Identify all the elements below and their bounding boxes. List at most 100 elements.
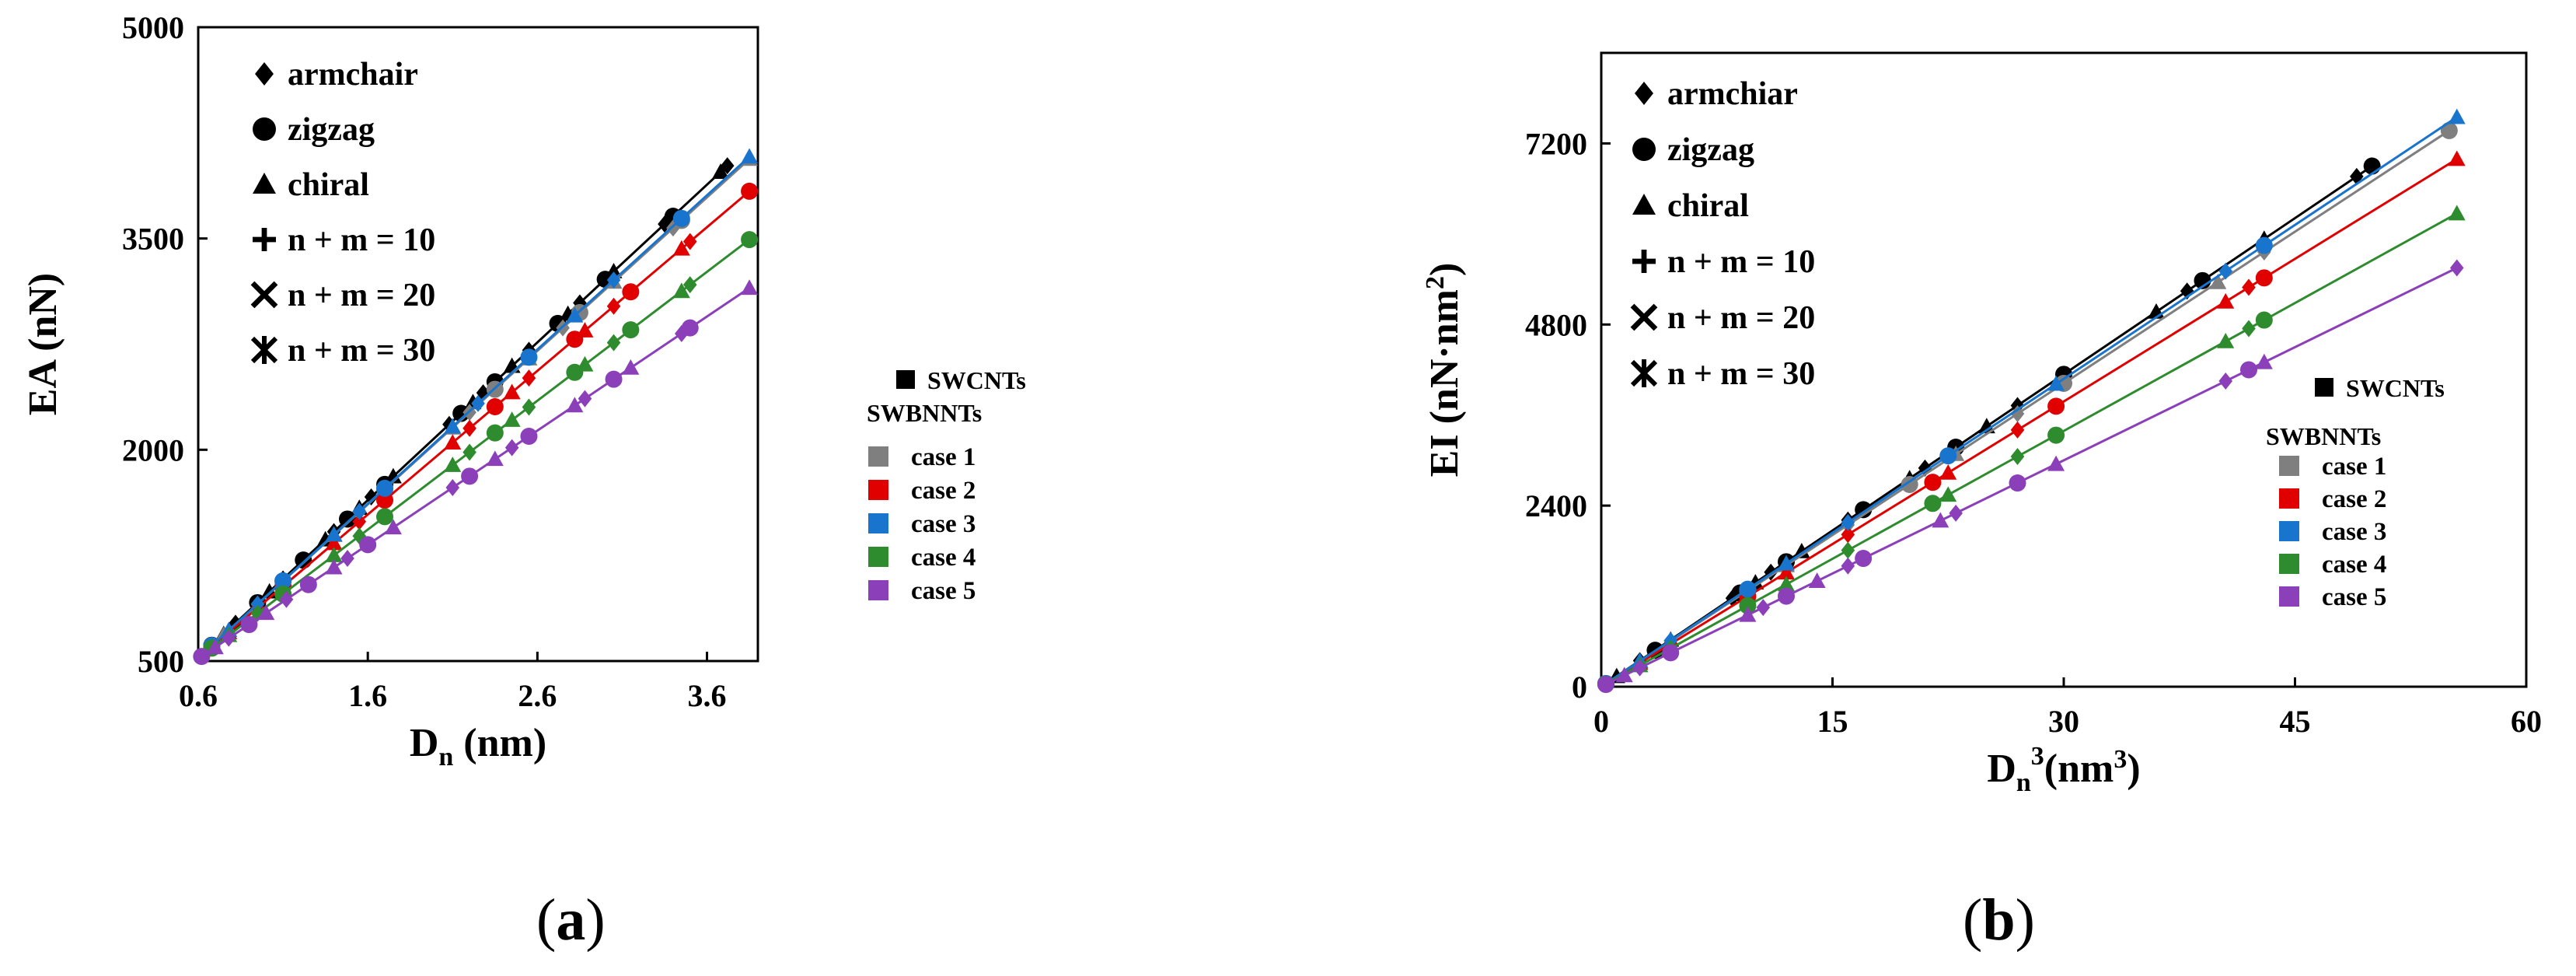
chart-b-point-case-5 <box>1841 557 1855 575</box>
chart-b-legend-label: n + m = 10 <box>1667 244 1815 280</box>
chart-b-legend-case-4-label: case 4 <box>2322 551 2386 579</box>
chart-a-point-case-3 <box>250 595 265 613</box>
chart-b-legend-case-5-label: case 5 <box>2322 583 2386 611</box>
chart-a-point-case-5 <box>741 279 759 296</box>
chart-b-point-case-3 <box>2218 262 2233 280</box>
chart-b-legend-circle-icon <box>1632 138 1656 161</box>
chart-b-xtick-label: 60 <box>2511 704 2542 739</box>
chart-a-legend-label: zigzag <box>288 112 375 148</box>
chart-a-y-axis-label: EA (nN) <box>21 273 65 415</box>
chart-a-fit-line-case-4 <box>201 238 750 657</box>
chart-b-legend-case-1-swatch <box>2279 456 2299 476</box>
chart-b-point-case-2 <box>2010 421 2025 439</box>
chart-a-point-case-2 <box>444 434 462 450</box>
chart-b-legend-label: chiral <box>1667 188 1749 224</box>
chart-a-point-case-3 <box>376 479 393 497</box>
chart-b-legend-diamond-icon <box>1635 82 1653 105</box>
chart-b-legend-case-4-swatch <box>2279 554 2299 574</box>
chart-a-point-case-2 <box>376 491 393 509</box>
chart-a-xtick-label: 3.6 <box>688 678 727 713</box>
chart-b-point-case-2 <box>1939 464 1957 480</box>
chart-b-point-case-2 <box>2217 292 2235 309</box>
chart-a-point-case-2 <box>672 240 690 256</box>
chart-a-point-case-5 <box>206 638 224 655</box>
chart-b-point-case-5 <box>1932 512 1949 528</box>
chart-b-legend-case-3-swatch <box>2279 521 2299 541</box>
chart-a-point-case-2 <box>325 534 343 551</box>
chart-b-point-case-4 <box>2217 332 2235 348</box>
chart-a-point-case-3 <box>444 418 462 434</box>
chart-b-point-case-5 <box>1808 572 1826 588</box>
chart-a-legend-star-icon <box>250 336 278 364</box>
chart-a-legend-label: n + m = 30 <box>288 333 435 369</box>
chart-b-legend-label: zigzag <box>1667 132 1754 168</box>
chart-b-point-case-2 <box>1778 564 1795 580</box>
chart-a-point-case-5 <box>504 439 519 457</box>
chart-b-legend-case-5-swatch <box>2279 586 2299 607</box>
chart-b-point-swcnts <box>1792 542 1810 558</box>
chart-a-point-case-3 <box>741 148 759 164</box>
chart-a-point-case-3 <box>672 209 690 227</box>
chart-b-point-case-5 <box>1778 587 1795 605</box>
chart-a-point-case-4 <box>606 334 621 352</box>
chart-a-point-case-3 <box>274 572 292 589</box>
chart-b-point-swcnts <box>2363 157 2381 175</box>
chart-a-point-case-4 <box>741 231 759 249</box>
chart-a-point-case-4 <box>576 355 594 372</box>
chart-b-point-case-3 <box>1739 580 1757 598</box>
chart-a-legend-plus-icon <box>253 228 276 251</box>
chart-a-point-case-2 <box>462 419 476 437</box>
chart-b-point-case-4 <box>1841 541 1855 559</box>
chart-a-legend-case-4-label: case 4 <box>911 544 976 572</box>
chart-b-point-swcnts <box>1764 563 1778 581</box>
chart-a-legend-label: chiral <box>288 167 369 203</box>
chart-b-point-case-3 <box>2448 108 2466 124</box>
chart-b-point-case-4 <box>2255 311 2273 329</box>
chart-a-point-case-5 <box>325 558 343 575</box>
chart-b-point-case-4 <box>1778 575 1795 592</box>
chart-a-point-case-3 <box>471 394 485 412</box>
chart-a-point-case-2 <box>682 233 697 250</box>
chart-b-point-case-1 <box>1901 475 1918 493</box>
chart-a-legend-swbnnts-label: SWBNNTs <box>867 399 982 427</box>
chart-a-point-case-2 <box>741 182 759 200</box>
chart-a-legend-label: n + m = 10 <box>288 222 435 258</box>
chart-a-point-case-3 <box>520 348 538 366</box>
chart-b-point-case-5 <box>1615 666 1633 683</box>
chart-a-point-case-2 <box>503 383 521 400</box>
chart-a-point-case-5 <box>566 397 584 413</box>
chart-b-point-case-5 <box>1949 504 1963 522</box>
chart-b-legend-plus-icon <box>1632 250 1656 273</box>
chart-b-point-case-2 <box>2448 150 2466 166</box>
chart-b-point-case-1 <box>2209 273 2227 289</box>
chart-b-ytick-label: 4800 <box>1525 307 1587 342</box>
chart-a-point-case-5 <box>340 549 354 567</box>
chart-b-point-case-5 <box>1739 606 1757 622</box>
chart-a-point-case-5 <box>359 536 377 554</box>
chart-b-y-axis-label: EI (nN·nm2) <box>1421 263 1467 478</box>
chart-a-legend-case-3-label: case 3 <box>911 510 976 538</box>
chart-a-fit-line-case-2 <box>201 190 751 656</box>
chart-a-point-case-4 <box>522 398 536 416</box>
chart-a-point-case-3 <box>352 502 367 520</box>
chart-b-point-case-5 <box>2218 373 2233 390</box>
chart-b-point-case-5 <box>2255 353 2273 369</box>
chart-a-point-case-4 <box>682 276 697 294</box>
chart-a-point-case-3 <box>566 306 584 323</box>
chart-a-legend-case-1-swatch <box>868 446 888 467</box>
chart-a-legend-circle-icon <box>253 117 276 141</box>
chart-a-point-swcnts <box>720 157 735 175</box>
chart-b-ytick-label: 0 <box>1572 670 1587 705</box>
chart-b-point-case-4 <box>1939 486 1957 502</box>
chart-a-point-swcnts <box>712 163 729 179</box>
chart-b-point-case-4 <box>2047 426 2065 444</box>
chart-a-legend-case-5-label: case 5 <box>911 577 976 605</box>
chart-b-legend-star-icon <box>1630 359 1658 387</box>
chart-b-legend-triangle-icon <box>1632 194 1656 215</box>
chart-b-point-case-4 <box>1739 596 1757 614</box>
chart-a-point-case-5 <box>240 616 258 634</box>
chart-a-point-case-4 <box>444 457 462 472</box>
chart-b-legend-cross-icon <box>1630 303 1658 331</box>
chart-b-point-case-1 <box>2010 404 2025 422</box>
chart-b-point-case-4 <box>1924 495 1942 512</box>
